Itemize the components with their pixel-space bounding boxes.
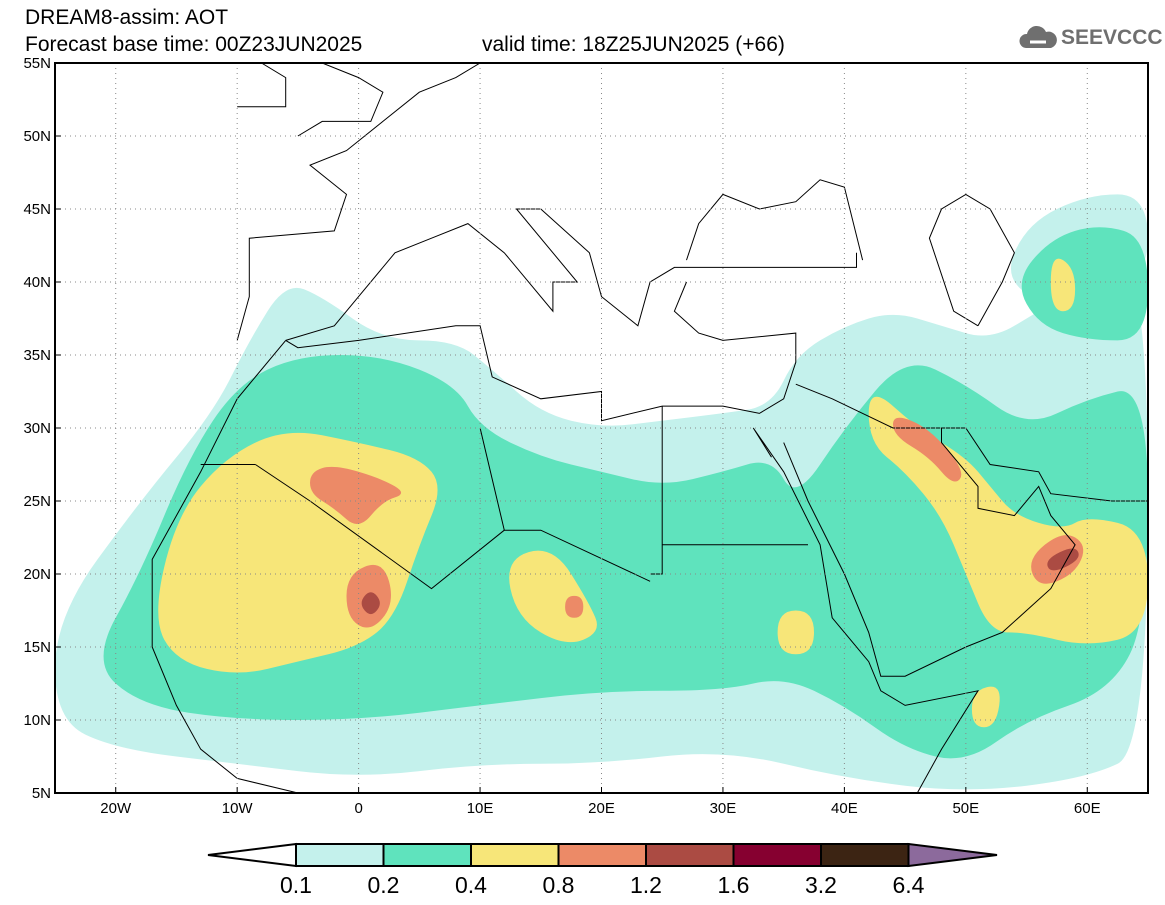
aot-0.8-1.2-algeria: [310, 466, 402, 524]
colorbar-max-arrow: [907, 842, 998, 868]
aot-contours: [55, 194, 1148, 790]
colorbar-bin: [820, 843, 910, 867]
lat-label: 30N: [23, 420, 51, 437]
map-title: DREAM8-assim: AOT: [25, 6, 229, 29]
colorbar-label: 1.6: [718, 872, 750, 898]
lat-label: 20N: [23, 566, 51, 583]
valid-time: valid time: 18Z25JUN2025 (+66): [482, 33, 785, 56]
lon-label: 60E: [1074, 800, 1101, 817]
aot-0.4-0.8-horn: [971, 686, 1000, 728]
lat-label: 5N: [32, 785, 51, 802]
colorbar-label: 0.2: [368, 872, 400, 898]
seevccc-logo: SEEVCCC: [1018, 24, 1163, 52]
coastline-segment: [752, 427, 980, 793]
coastline-segment: [928, 193, 1015, 327]
coastline-segment: [255, 464, 505, 590]
coastline-segment: [686, 179, 864, 261]
lon-label: 10E: [467, 800, 494, 817]
lat-label: 45N: [23, 201, 51, 218]
colorbar-label: 6.4: [893, 872, 925, 898]
lon-label: 20W: [100, 800, 132, 817]
coastline-segment: [297, 63, 384, 137]
coastlines: [151, 63, 1148, 793]
lat-label: 25N: [23, 493, 51, 510]
colorbar-label: 0.1: [280, 872, 312, 898]
coastline-segment: [285, 208, 857, 341]
lat-label: 35N: [23, 347, 51, 364]
coastline-segment: [237, 63, 287, 108]
colorbar-label: 0.8: [543, 872, 575, 898]
lat-label: 50N: [23, 128, 51, 145]
colorbar-bin: [557, 843, 647, 867]
aot-0.2-0.4-caspian: [1021, 227, 1148, 341]
lon-label: 10W: [222, 800, 254, 817]
cloud-icon: [1019, 25, 1057, 48]
coastline-segment: [479, 427, 651, 582]
lon-label: 40E: [831, 800, 858, 817]
colorbar-bin: [382, 843, 472, 867]
aot-1.2-1.6-oman: [1047, 548, 1079, 571]
lat-label: 40N: [23, 274, 51, 291]
logo-text: SEEVCCC: [1061, 26, 1163, 49]
colorbar: 0.1 0.2 0.4 0.8 1.2 1.6 3.2 6.4: [207, 842, 998, 898]
base-time: Forecast base time: 00Z23JUN2025: [25, 33, 363, 56]
lat-label: 10N: [23, 712, 51, 729]
gridlines: [55, 63, 1148, 793]
lon-label: 50E: [952, 800, 979, 817]
colorbar-bin: [645, 843, 735, 867]
lon-label: 0: [354, 800, 362, 817]
colorbar-bin: [295, 843, 385, 867]
coastline-segment: [151, 340, 299, 793]
aot-0.4-0.8-caspian: [1050, 258, 1076, 312]
lon-label: 30E: [710, 800, 737, 817]
colorbar-label: 0.4: [455, 872, 487, 898]
aot-0.4-0.8-sudan: [777, 610, 814, 655]
axes: 20W 10W 0 10E 20E 30E 40E 50E 60E 55N 50N 45N 40N 35N…: [23, 55, 1100, 817]
lat-label: 15N: [23, 639, 51, 656]
coastline-segment: [236, 63, 481, 341]
coastline-segment: [783, 428, 1076, 677]
aot-0.8-1.2-chad: [565, 595, 584, 618]
colorbar-label: 3.2: [805, 872, 837, 898]
coastline-segment: [650, 406, 663, 575]
lon-label: 20E: [588, 800, 615, 817]
colorbar-label: 1.2: [630, 872, 662, 898]
aot-0.4-0.8-chad: [509, 550, 597, 643]
colorbar-bin: [470, 843, 560, 867]
colorbar-min-arrow: [207, 842, 297, 868]
colorbar-bin: [732, 843, 822, 867]
lat-label: 55N: [23, 55, 51, 72]
coastline-segment: [795, 383, 942, 429]
aot-0.8-1.2-iraq: [893, 417, 962, 482]
aot-1.2-1.6-mali: [361, 592, 380, 615]
